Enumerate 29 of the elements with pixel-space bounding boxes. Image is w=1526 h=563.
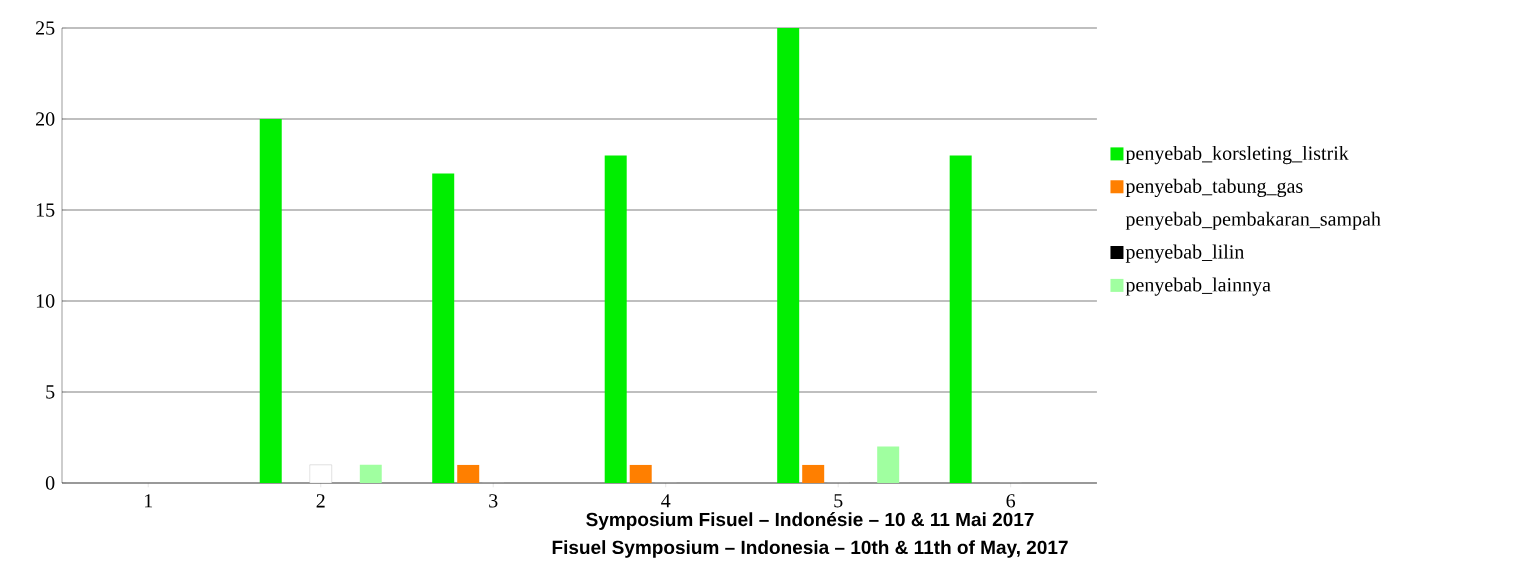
y-tick-label: 20 — [36, 112, 55, 126]
y-tick-label: 5 — [46, 385, 55, 399]
y-tick-label: 15 — [36, 203, 55, 217]
x-tick-label: 2 — [316, 494, 325, 508]
y-tick-label: 10 — [36, 294, 55, 308]
text: Fisuel Symposium – Indonesia – 10th & 11th of May, 2017 — [552, 540, 1068, 558]
bar — [777, 28, 800, 483]
x-tick-label: 6 — [1006, 494, 1016, 508]
legend-label: penyebab_tabung_gas — [1125, 178, 1303, 198]
x-tick-label: 4 — [661, 494, 671, 508]
legend-label: penyebab_lilin — [1125, 244, 1245, 263]
bar — [432, 173, 455, 483]
text: penyebab_pembakaran_sampah — [1125, 211, 1381, 230]
bar — [877, 446, 900, 483]
y-tick-label: 0 — [45, 476, 55, 490]
bar — [259, 119, 282, 483]
bar — [604, 155, 627, 483]
x-tick-label: 3 — [489, 494, 498, 508]
x-tick-label: 1 — [145, 494, 153, 508]
y-tick-label: 25 — [36, 21, 55, 35]
legend-label: penyebab_korsleting_listrik — [1125, 145, 1349, 165]
legend-label: penyebab_lainnya — [1125, 277, 1271, 296]
text: Symposium Fisuel – Indonésie – 10 & 11 Mai 2017 — [586, 512, 1034, 530]
bar — [359, 464, 382, 483]
x-tick-label: 5 — [834, 494, 843, 508]
bar — [949, 155, 972, 483]
bar — [802, 464, 825, 483]
bar — [629, 464, 652, 483]
bar — [457, 464, 480, 483]
